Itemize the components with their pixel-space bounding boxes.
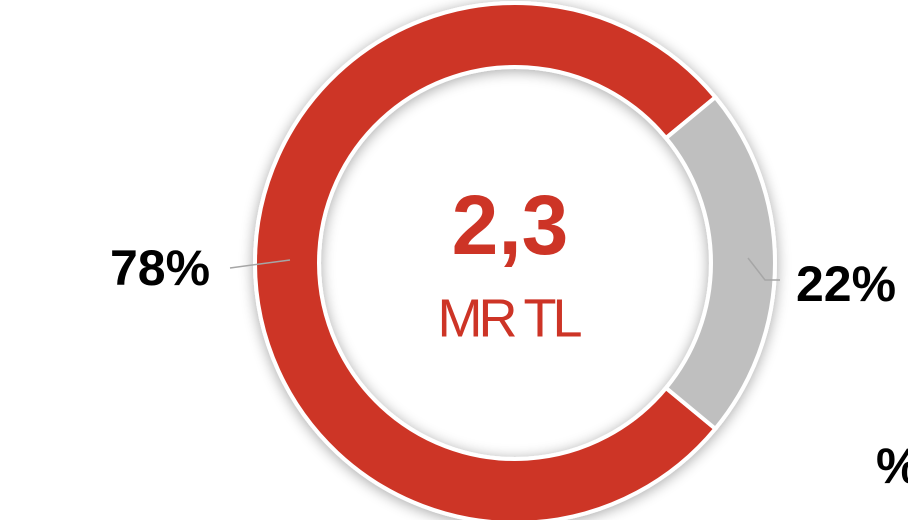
donut-ring [253, 1, 777, 520]
donut-segment [663, 94, 777, 432]
donut-segment [253, 1, 719, 520]
center-value: 2,3 [452, 178, 569, 272]
center-unit: MR TL [437, 288, 581, 348]
leader-line [229, 259, 291, 269]
value-label: 22% [796, 256, 896, 312]
annotation: % [876, 438, 908, 494]
leader-line [747, 257, 780, 281]
value-label: 78% [110, 240, 210, 296]
